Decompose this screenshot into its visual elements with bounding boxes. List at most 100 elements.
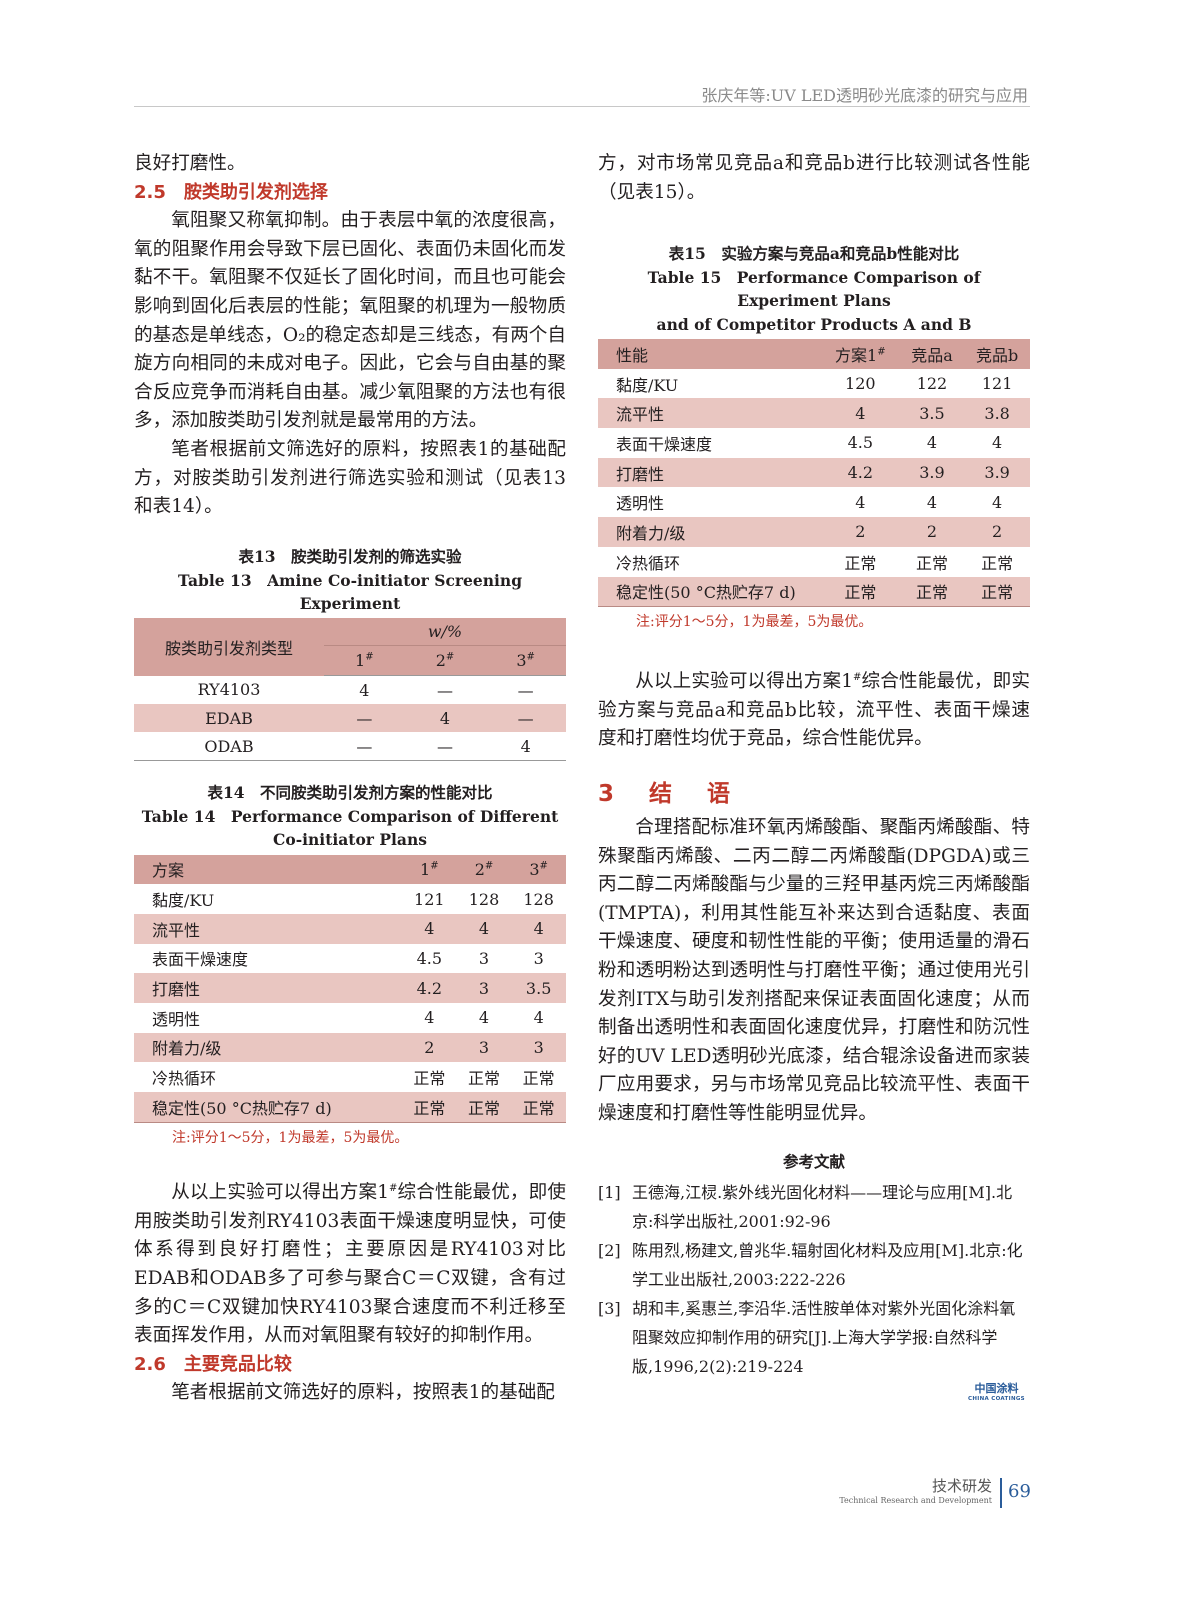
table-cell: 128 bbox=[468, 889, 500, 909]
table-cell: 正常 bbox=[402, 1092, 457, 1123]
table-cell: — bbox=[404, 732, 486, 762]
table-title-en: and of Competitor Products A and B bbox=[656, 314, 972, 334]
logo-text-en: CHINA COATINGS bbox=[968, 1396, 1025, 1402]
table-cell: 4 bbox=[511, 913, 566, 944]
right-column-body: 从以上实验可以得出方案1#综合性能最优，即实验方案与竞品a和竞品b比较，流平性、… bbox=[598, 664, 1030, 1129]
table-cell: 正常 bbox=[915, 553, 948, 573]
table-row: 黏度/KU 120 122 121 bbox=[598, 369, 1030, 399]
table-row: 打磨性 4.2 3.9 3.9 bbox=[598, 457, 1030, 488]
table-cell: 冷热循环 bbox=[152, 1069, 217, 1089]
table-15-block: 表15 实验方案与竞品a和竞品b性能对比 Table 15 Performanc… bbox=[598, 242, 1030, 631]
table-cell: ODAB bbox=[134, 732, 324, 762]
table-cell: 4 bbox=[992, 492, 1003, 512]
reference-number: [3] bbox=[598, 1299, 621, 1318]
table-cell: 流平性 bbox=[598, 398, 821, 429]
table-row: 附着力/级 2 2 2 bbox=[598, 517, 1030, 547]
reference-text: 胡和丰,奚惠兰,李沿华.活性胺单体对紫外光固化涂料氧阻聚效应抑制作用的研究[J]… bbox=[632, 1299, 1016, 1376]
section-heading-2-6: 2.6 主要竞品比较 bbox=[134, 1353, 292, 1375]
table-row: 流平性 4 3.5 3.8 bbox=[598, 398, 1030, 429]
table-cell: 正常 bbox=[456, 1092, 512, 1123]
paragraph: 方，对市场常见竞品a和竞品b进行比较测试各性能（见表15）。 bbox=[598, 153, 1030, 203]
references-title: 参考文献 bbox=[782, 1152, 845, 1171]
table-cell: 稳定性(50 °C热贮存7 d) bbox=[598, 576, 821, 608]
table-15: 性能 方案1# 竞品a 竞品b 黏度/KU 120 122 121 流平性 4 3.5 3.8 表面干燥… bbox=[598, 339, 1030, 608]
superscript: # bbox=[526, 651, 535, 663]
table-cell: 正常 bbox=[467, 1069, 500, 1089]
china-coatings-logo: 中国涂料 CHINA COATINGS bbox=[968, 1380, 1025, 1402]
table-header-cell: 竞品b bbox=[964, 339, 1030, 369]
table-cell: — bbox=[485, 704, 566, 733]
table-cell: 黏度/KU bbox=[152, 891, 215, 911]
table-13: 胺类助引发剂类型 w/% 1# 2# 3# RY4103 4— — EDAB —4— ODAB… bbox=[134, 617, 566, 762]
table-row: ODAB — —4 bbox=[134, 732, 566, 762]
table-title-cn: 表13 胺类助引发剂的筛选实验 bbox=[238, 547, 462, 566]
table-row: 流平性 4 4 4 bbox=[134, 913, 566, 944]
table-cell: 128 bbox=[523, 889, 554, 909]
table-header-row: 方案 1# 2# 3# bbox=[134, 854, 566, 885]
table-cell: 3.5 bbox=[899, 398, 965, 429]
table-cell: 4.5 bbox=[416, 948, 443, 968]
table-note: 注:评分1～5分，1为最差，5为最优。 bbox=[172, 1129, 409, 1146]
table-cell: EDAB bbox=[134, 704, 324, 733]
table-cell: 4 bbox=[402, 913, 457, 944]
table-cell: 3 bbox=[511, 1032, 566, 1063]
table-row: 透明性 4 4 4 bbox=[134, 1003, 566, 1033]
table-cell: 稳定性(50 °C热贮存7 d) bbox=[134, 1092, 402, 1123]
reference-number: [2] bbox=[598, 1241, 621, 1260]
table-header-cell: 方案 bbox=[134, 854, 402, 885]
table-cell: 正常 bbox=[844, 553, 877, 573]
text: 综合性能最优，即使用胺类助引发剂RY4103表面干燥速度明显快，可使体系得到良好… bbox=[134, 1182, 566, 1347]
table-header-cell: 竞品a bbox=[899, 339, 965, 369]
table-cell: 附着力/级 bbox=[134, 1032, 402, 1063]
table-row: EDAB —4— bbox=[134, 704, 566, 733]
table-cell: 正常 bbox=[821, 576, 900, 608]
table-cell: 4.2 bbox=[821, 457, 900, 488]
table-cell: — bbox=[324, 732, 405, 762]
table-cell: 122 bbox=[916, 374, 948, 394]
table-header-cell: 2# bbox=[404, 645, 486, 677]
table-cell: 流平性 bbox=[134, 913, 402, 944]
table-row: 稳定性(50 °C热贮存7 d) 正常 正常 正常 bbox=[598, 576, 1030, 608]
table-cell: RY4103 bbox=[197, 680, 261, 700]
reference-item: [3] 胡和丰,奚惠兰,李沿华.活性胺单体对紫外光固化涂料氧阻聚效应抑制作用的研究… bbox=[598, 1294, 1030, 1381]
table-title-en: Table 13 Amine Co-initiator Screening Ex… bbox=[177, 570, 523, 614]
table-cell: 121 bbox=[414, 889, 445, 909]
table-cell: 3 bbox=[478, 948, 490, 968]
table-cell: 正常 bbox=[981, 553, 1014, 573]
reference-number: [1] bbox=[598, 1183, 621, 1202]
table-header-cell: 方案1# bbox=[821, 339, 900, 369]
section-heading-3: 3 结 语 bbox=[598, 780, 737, 807]
text: 从以上实验可以得出方案1 bbox=[171, 1182, 390, 1204]
text: 从以上实验可以得出方案1 bbox=[635, 671, 854, 693]
table-cell: 2 bbox=[402, 1032, 457, 1063]
paragraph: 良好打磨性。 bbox=[134, 153, 246, 174]
table-title-en: Table 14 Performance Comparison of Diffe… bbox=[141, 806, 559, 826]
table-row: 附着力/级 2 3 3 bbox=[134, 1032, 566, 1063]
superscript: # bbox=[484, 860, 494, 872]
table-cell: 4 bbox=[855, 492, 866, 512]
header-rule bbox=[134, 106, 1030, 107]
superscript: # bbox=[430, 860, 439, 872]
table-cell: 120 bbox=[845, 374, 876, 394]
table-title-cn: 表14 不同胺类助引发剂方案的性能对比 bbox=[207, 783, 493, 802]
superscript: # bbox=[539, 860, 548, 872]
table-note: 注:评分1～5分，1为最差，5为最优。 bbox=[636, 614, 873, 631]
superscript: # bbox=[853, 672, 862, 683]
footer-section: 技术研发 Technical Research and Development bbox=[839, 1475, 992, 1505]
table-header-cell: w/% bbox=[324, 617, 566, 646]
table-cell: 3 bbox=[456, 973, 512, 1003]
table-cell: 4 bbox=[359, 680, 370, 700]
table-cell: 4 bbox=[992, 433, 1003, 453]
table-header-cell: 3# bbox=[485, 645, 566, 677]
paragraph: 笔者根据前文筛选好的原料，按照表1的基础配方，对胺类助引发剂进行筛选实验和测试（… bbox=[134, 438, 566, 518]
table-cell: 4 bbox=[478, 1008, 490, 1028]
left-column-bottom: 从以上实验可以得出方案1#综合性能最优，即使用胺类助引发剂RY4103表面干燥速… bbox=[134, 1175, 566, 1408]
table-cell: 4 bbox=[926, 433, 938, 453]
table-title-en: Table 15 Performance Comparison of Exper… bbox=[647, 267, 981, 311]
superscript: # bbox=[389, 1183, 398, 1194]
table-cell: 4 bbox=[926, 492, 938, 512]
table-cell: 4.5 bbox=[847, 433, 874, 453]
table-row: 冷热循环 正常 正常 正常 bbox=[598, 547, 1030, 577]
table-cell: 2 bbox=[899, 517, 965, 547]
